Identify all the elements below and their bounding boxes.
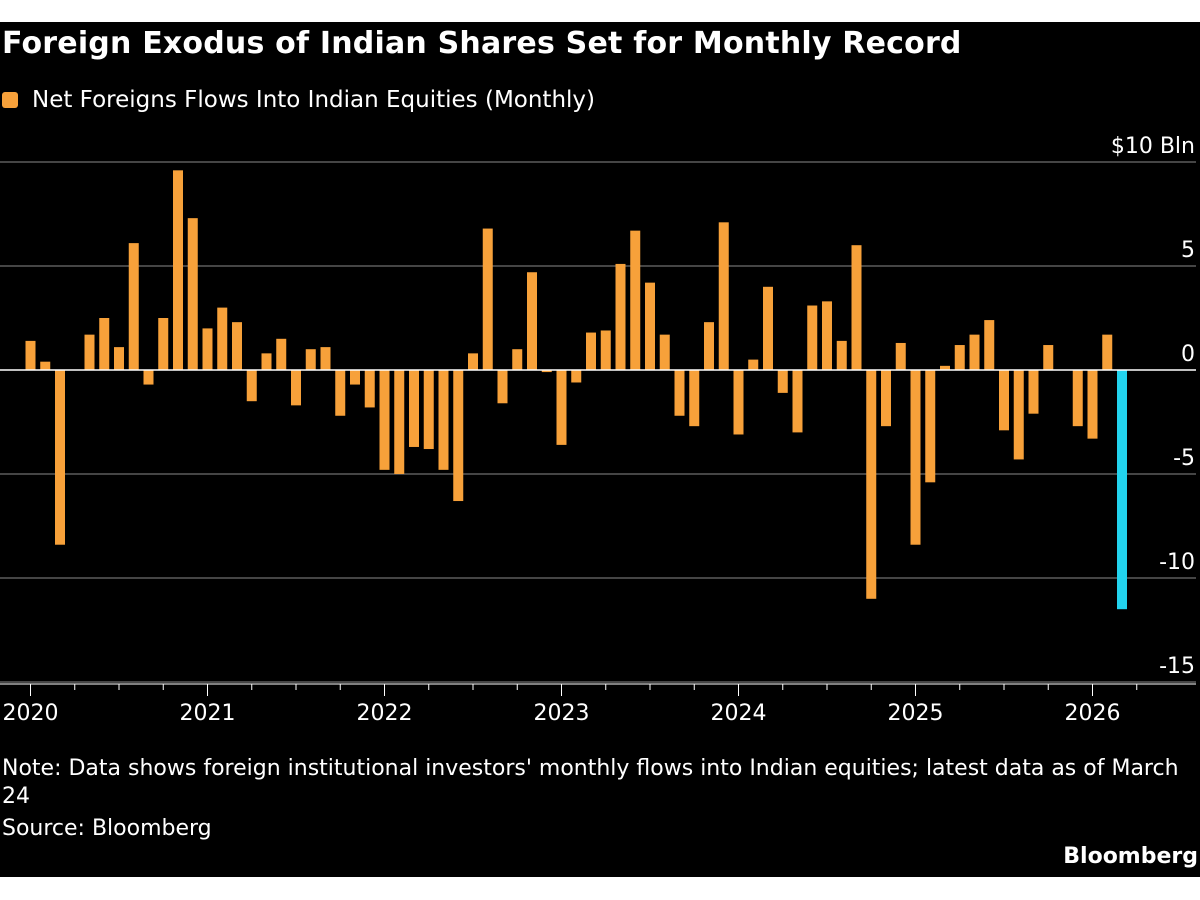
bar bbox=[836, 340, 847, 370]
bar bbox=[704, 322, 714, 370]
bar bbox=[246, 370, 257, 402]
bar bbox=[468, 353, 478, 370]
bar bbox=[615, 263, 626, 370]
bar bbox=[689, 370, 700, 427]
x-tick-label: 2026 bbox=[1065, 701, 1121, 726]
bar bbox=[320, 347, 331, 370]
bar bbox=[733, 370, 744, 435]
bar bbox=[482, 228, 493, 370]
y-tick-label: -10 bbox=[1159, 550, 1195, 575]
bloomberg-logo: Bloomberg bbox=[1063, 844, 1198, 869]
bar bbox=[276, 338, 287, 370]
y-tick-label: -5 bbox=[1173, 446, 1195, 471]
bar bbox=[851, 245, 862, 370]
bar bbox=[423, 370, 434, 450]
bar bbox=[1013, 370, 1024, 460]
bar bbox=[541, 370, 552, 373]
bar bbox=[187, 218, 198, 370]
bar bbox=[910, 370, 921, 545]
bar bbox=[748, 359, 759, 370]
bar bbox=[55, 370, 65, 545]
x-tick-label: 2020 bbox=[3, 701, 59, 726]
bar bbox=[305, 349, 316, 370]
x-tick-label: 2022 bbox=[357, 701, 413, 726]
legend-label: Net Foreigns Flows Into Indian Equities … bbox=[32, 87, 596, 113]
chart-note: Note: Data shows foreign institutional i… bbox=[2, 756, 1179, 809]
bar bbox=[438, 370, 449, 470]
bar-chart: $10 Bln 5 0 -5 -10 -15 2020 2021 2022 2023 2024 202… bbox=[0, 134, 1196, 726]
chart-frame: Foreign Exodus of Indian Shares Set for … bbox=[0, 22, 1200, 877]
x-tick-label: 2023 bbox=[534, 701, 590, 726]
bar bbox=[630, 230, 641, 370]
bar bbox=[25, 340, 36, 370]
bar bbox=[792, 370, 803, 433]
bar bbox=[217, 307, 228, 370]
bar bbox=[940, 365, 950, 370]
y-tick-label: -15 bbox=[1159, 654, 1195, 679]
bar bbox=[763, 286, 773, 370]
bar bbox=[1028, 370, 1039, 414]
bar bbox=[40, 361, 51, 370]
bar bbox=[99, 318, 110, 370]
y-tick-label: $10 Bln bbox=[1111, 134, 1195, 159]
bar bbox=[866, 370, 877, 599]
bar bbox=[232, 322, 242, 370]
y-tick-label: 0 bbox=[1181, 342, 1195, 367]
x-tick-label: 2024 bbox=[711, 701, 767, 726]
bar bbox=[571, 370, 582, 383]
bar bbox=[999, 370, 1009, 431]
chart-title: Foreign Exodus of Indian Shares Set for … bbox=[2, 26, 962, 61]
y-tick-label: 5 bbox=[1181, 238, 1195, 263]
bar bbox=[143, 370, 154, 385]
bar bbox=[394, 370, 405, 474]
bar bbox=[984, 320, 995, 370]
legend: Net Foreigns Flows Into Indian Equities … bbox=[2, 84, 595, 116]
bar bbox=[409, 370, 419, 447]
bar bbox=[527, 272, 537, 370]
bar bbox=[777, 370, 788, 393]
latest-bar bbox=[1117, 370, 1127, 610]
x-tick-label: 2025 bbox=[888, 701, 944, 726]
bar bbox=[807, 305, 818, 370]
bar bbox=[114, 347, 124, 370]
bar bbox=[718, 222, 729, 370]
bar bbox=[291, 370, 301, 406]
bar bbox=[659, 334, 670, 370]
bar bbox=[556, 370, 567, 445]
bar bbox=[497, 370, 508, 404]
x-tick-label: 2021 bbox=[180, 701, 236, 726]
bar bbox=[261, 353, 272, 370]
bar bbox=[84, 334, 95, 370]
bar bbox=[1043, 345, 1054, 370]
bar bbox=[674, 370, 685, 416]
legend-swatch bbox=[2, 92, 18, 108]
bar bbox=[350, 370, 360, 385]
bar bbox=[969, 334, 980, 370]
chart-source: Source: Bloomberg bbox=[2, 816, 212, 841]
bar bbox=[453, 370, 464, 502]
bar bbox=[364, 370, 375, 408]
bar bbox=[645, 282, 655, 370]
bar bbox=[379, 370, 390, 470]
bar bbox=[202, 328, 213, 370]
bar bbox=[512, 349, 523, 370]
bar bbox=[173, 170, 183, 370]
bar bbox=[954, 345, 965, 370]
bar bbox=[600, 330, 611, 370]
bar bbox=[925, 370, 936, 483]
bar bbox=[881, 370, 891, 427]
bar bbox=[895, 342, 906, 370]
bar bbox=[128, 243, 139, 370]
bar bbox=[1102, 334, 1113, 370]
bar bbox=[1087, 370, 1098, 439]
bar bbox=[158, 318, 169, 370]
bar bbox=[822, 301, 832, 370]
bar bbox=[335, 370, 346, 416]
bar bbox=[1072, 370, 1083, 427]
bar bbox=[586, 332, 596, 370]
